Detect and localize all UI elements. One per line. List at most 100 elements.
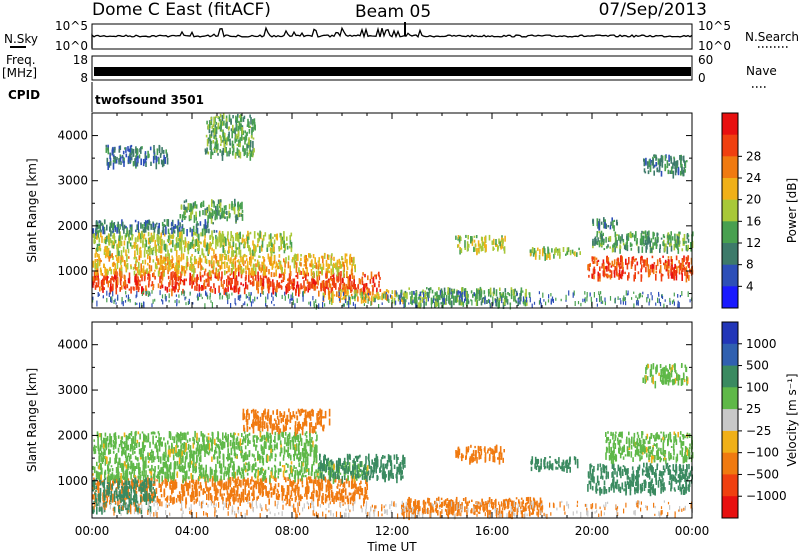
data-cell [321,266,323,274]
data-cell [247,145,249,149]
data-cell [154,246,157,254]
data-cell [160,153,162,156]
data-cell [273,239,276,245]
scatter-cell [274,291,277,296]
data-cell [254,267,257,275]
data-cell [284,268,286,274]
data-cell [262,278,265,284]
data-cell [142,493,145,501]
data-cell [103,287,105,290]
data-cell [333,497,335,505]
data-cell [221,153,224,161]
data-cell [504,235,506,242]
data-cell [459,247,461,255]
data-cell [257,232,259,235]
data-cell [105,245,107,252]
scatter-cell [650,292,652,296]
data-cell [98,500,100,504]
data-cell [229,242,231,249]
data-cell [644,230,647,239]
scatter-cell [265,303,267,307]
data-cell [270,272,273,278]
data-cell [215,205,217,211]
scatter-cell [471,299,473,306]
data-cell [206,493,208,500]
data-cell [121,479,123,486]
data-cell [196,488,198,497]
data-cell [180,257,182,262]
data-cell [639,238,642,243]
data-cell [223,213,225,219]
data-cell [187,243,189,251]
data-cell [643,243,645,247]
data-cell [223,205,226,209]
scatter-cell [148,291,150,295]
data-cell [233,488,236,496]
scatter-cell [513,295,515,302]
data-cell [515,300,518,304]
data-cell [197,478,200,485]
scatter-cell [106,297,108,303]
data-cell [138,232,141,240]
data-cell [159,258,162,264]
scatter-cell [423,292,425,298]
data-cell [235,267,238,272]
data-cell [243,238,245,243]
data-cell [311,464,313,472]
data-cell [92,494,95,500]
data-cell [215,121,217,125]
data-cell [338,491,340,494]
data-cell [345,496,347,499]
data-cell [456,294,459,297]
data-cell [244,490,246,495]
data-cell [100,506,103,512]
scatter-cell [598,293,601,298]
data-cell [112,146,114,152]
data-cell [107,271,109,275]
data-cell [120,499,122,503]
data-cell [95,482,97,485]
data-cell [245,270,247,275]
data-cell [100,229,102,233]
scatter-cell [664,299,666,302]
data-cell [332,264,334,272]
data-cell [664,155,667,161]
scatter-cell [265,301,267,304]
data-cell [685,266,688,272]
colorbar-segment [722,286,738,309]
data-cell [231,140,234,149]
data-cell [280,285,283,290]
scatter-cell [677,303,679,308]
data-cell [116,473,118,480]
data-cell [126,469,128,476]
data-cell [677,248,680,254]
scatter-cell [352,302,354,306]
data-cell [347,291,349,295]
data-cell [240,242,243,245]
scatter-cell [252,299,254,304]
colorbar-segment [722,156,738,179]
data-cell [320,255,323,259]
data-cell [272,288,275,295]
data-cell [618,269,621,277]
scatter-cell [102,295,104,298]
data-cell [167,474,170,482]
scatter-cell [497,299,499,302]
data-cell [227,267,230,273]
data-cell [507,292,509,295]
data-cell [344,290,346,296]
data-cell [224,216,226,219]
data-cell [237,206,239,212]
scatter-cell [265,296,267,302]
data-cell [318,477,320,484]
data-cell [240,214,243,217]
data-cell [204,233,206,238]
data-cell [102,226,104,235]
data-cell [686,257,688,264]
scatter-cell [403,302,405,308]
data-cell [258,482,260,487]
data-cell [180,241,183,250]
scatter-cell [593,292,595,298]
data-cell [222,131,225,140]
data-cell [240,282,242,286]
